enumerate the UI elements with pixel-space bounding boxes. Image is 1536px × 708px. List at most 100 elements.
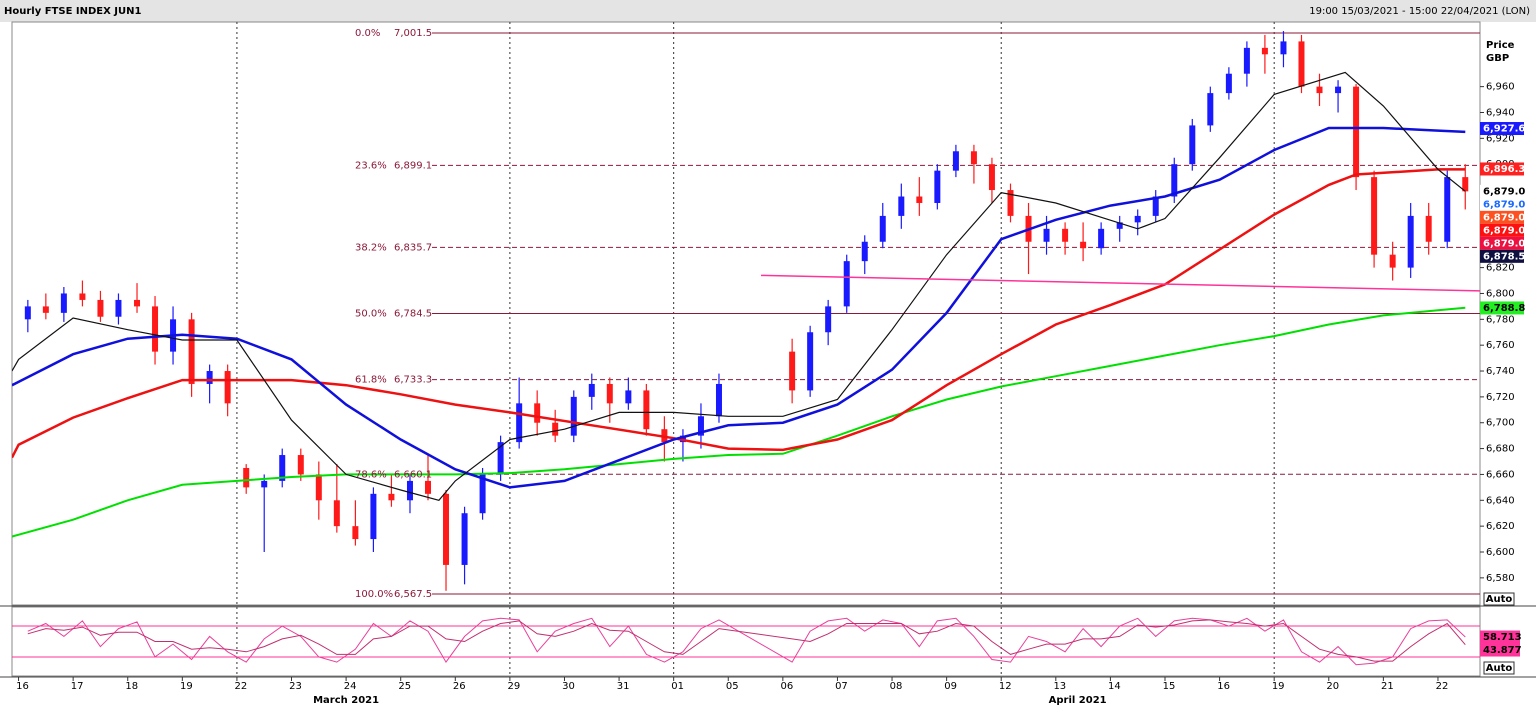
- candle-body: [1207, 93, 1214, 126]
- candle-body: [879, 215, 886, 242]
- candle-body: [1134, 215, 1141, 223]
- x-tick-label: 17: [71, 681, 84, 692]
- oscillator-line: [27, 619, 1466, 662]
- x-tick-label: 26: [453, 681, 466, 692]
- candle-body: [988, 164, 995, 191]
- candle-body: [497, 442, 504, 475]
- candle-body: [898, 196, 905, 216]
- candle-body: [1407, 215, 1414, 268]
- candle-body: [352, 526, 359, 540]
- month-label: April 2021: [1049, 695, 1107, 706]
- auto-button[interactable]: [1483, 661, 1515, 675]
- y-tick-label: 6,600: [1486, 547, 1515, 558]
- y-axis-label: Price: [1486, 40, 1515, 51]
- fib-pct: 50.0%: [355, 309, 387, 320]
- y-tick-label: 6,760: [1486, 340, 1515, 351]
- x-tick-label: 07: [835, 681, 848, 692]
- y-tick-label: 6,620: [1486, 521, 1515, 532]
- x-tick-label: 06: [780, 681, 793, 692]
- date-range: 19:00 15/03/2021 - 15:00 22/04/2021 (LON…: [1309, 6, 1530, 17]
- moving-average: [12, 168, 1466, 459]
- candle-body: [789, 351, 796, 391]
- candle-body: [152, 306, 159, 352]
- candle-body: [79, 293, 86, 300]
- price-label: 6,788.8: [1483, 303, 1525, 314]
- chart-title: Hourly FTSE INDEX JUN1: [4, 6, 142, 17]
- moving-average: [760, 274, 1480, 292]
- x-tick-label: 13: [1053, 681, 1066, 692]
- osc-label-box: [1480, 630, 1520, 644]
- y-tick-label: 6,660: [1486, 469, 1515, 480]
- price-label-box: [1480, 249, 1524, 263]
- y-tick-label: 6,580: [1486, 573, 1515, 584]
- candle-body: [42, 306, 49, 313]
- price-label: 6,896.3: [1483, 164, 1525, 175]
- y-tick-label: 6,740: [1486, 366, 1515, 377]
- candle-body: [224, 371, 231, 404]
- osc-panel: [11, 606, 1481, 677]
- price-label: 6,927.6: [1483, 124, 1525, 135]
- candle-body: [1171, 164, 1178, 197]
- y-axis-unit: GBP: [1486, 53, 1509, 64]
- candle-body: [606, 383, 613, 404]
- candle-body: [534, 403, 541, 423]
- candle-body: [443, 493, 450, 565]
- auto-label[interactable]: Auto: [1486, 663, 1513, 674]
- x-tick-label: 20: [1326, 681, 1339, 692]
- x-tick-label: 09: [944, 681, 957, 692]
- month-label: March 2021: [313, 695, 379, 706]
- x-tick-label: 16: [16, 681, 29, 692]
- x-tick-label: 16: [1217, 681, 1230, 692]
- x-tick-label: 15: [1163, 681, 1176, 692]
- plot: [12, 22, 1480, 605]
- candle-body: [1243, 47, 1250, 74]
- x-tick-label: 24: [344, 681, 357, 692]
- price-label: 6,879.0: [1483, 199, 1525, 210]
- candle-body: [1043, 228, 1050, 242]
- x-tick-label: 31: [617, 681, 630, 692]
- candle-body: [1389, 254, 1396, 268]
- oscillator-line: [27, 617, 1466, 666]
- candle-body: [807, 332, 814, 391]
- candle-body: [1080, 241, 1087, 249]
- price-label: 6,879.0: [1483, 225, 1525, 236]
- x-tick-label: 12: [999, 681, 1012, 692]
- candle-body: [1335, 86, 1342, 94]
- x-tick-label: 05: [726, 681, 739, 692]
- x-tick-label: 08: [890, 681, 903, 692]
- candle-body: [1353, 86, 1360, 178]
- y-tick-label: 6,940: [1486, 107, 1515, 118]
- y-tick-label: 6,960: [1486, 82, 1515, 93]
- x-tick-label: 25: [398, 681, 411, 692]
- fib-pct: 23.6%: [355, 160, 387, 171]
- x-tick-label: 22: [1436, 681, 1449, 692]
- candle-body: [952, 151, 959, 171]
- moving-average: [12, 126, 1466, 489]
- price-label: 6,879.0: [1483, 212, 1525, 223]
- candle-body: [24, 306, 31, 320]
- candle-body: [1261, 47, 1268, 55]
- candle-body: [97, 299, 104, 317]
- candle-body: [261, 480, 268, 488]
- price-label-box: [1480, 236, 1524, 250]
- candle-body: [60, 293, 67, 313]
- price-label-box: [1480, 184, 1524, 198]
- candle-body: [970, 151, 977, 165]
- candle-body: [479, 474, 486, 514]
- y-tick-label: 6,800: [1486, 288, 1515, 299]
- candle-body: [279, 455, 286, 481]
- price-label: 6,878.5: [1483, 251, 1525, 262]
- fib-pct: 78.6%: [355, 469, 387, 480]
- auto-button[interactable]: [1483, 592, 1515, 606]
- candle-body: [461, 513, 468, 565]
- x-tick-label: 22: [235, 681, 248, 692]
- fib-price: 6,784.5: [394, 309, 432, 320]
- auto-label[interactable]: Auto: [1486, 594, 1513, 605]
- x-tick-label: 01: [671, 681, 684, 692]
- y-tick-label: 6,920: [1486, 133, 1515, 144]
- price-label: 6,879.0: [1483, 238, 1525, 249]
- x-tick-label: 21: [1381, 681, 1394, 692]
- candle-body: [1152, 196, 1159, 216]
- candle-body: [516, 403, 523, 443]
- header-bar: [0, 0, 1536, 22]
